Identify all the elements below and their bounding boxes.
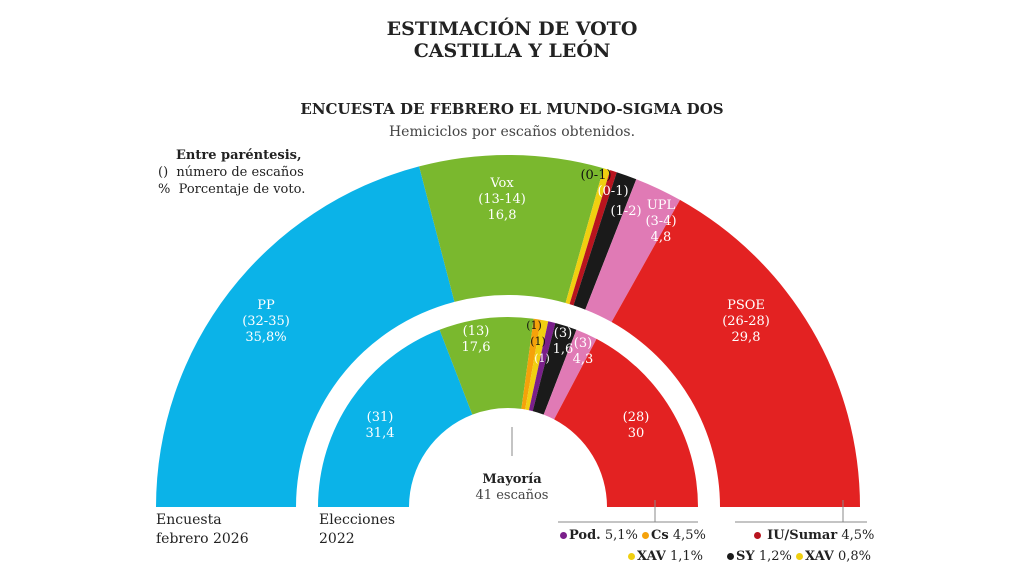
sy-dot-icon	[727, 553, 734, 560]
label-pod-2022: (1)	[534, 352, 550, 365]
seat-segment-psoe	[611, 199, 860, 507]
seat-segment-vox	[419, 155, 604, 303]
outer-ring-label: Encuesta febrero 2026	[156, 512, 249, 547]
label-sy-2026: (1-2)	[610, 204, 642, 219]
key-vote: % Porcentaje de voto.	[158, 182, 305, 197]
label-pp-2026: PP (32-35) 35,8%	[242, 298, 290, 345]
subtitle: ENCUESTA DE FEBRERO EL MUNDO-SIGMA DOS	[300, 100, 724, 118]
iu-dot-icon	[754, 532, 761, 539]
legend-2026-row1: IU/Sumar 4,5%	[754, 528, 874, 543]
legend-2022-row2: XAV 1,1%	[628, 549, 703, 564]
label-vox-2022: (13) 17,6	[461, 324, 491, 355]
cs-dot-icon	[642, 532, 650, 539]
label-xav-2026: (0-1)	[580, 168, 612, 183]
seat-segment-upl	[543, 329, 597, 420]
seat-segment-psoe	[554, 338, 698, 507]
seat-segment-sy	[532, 323, 577, 415]
inner-ring-label: Elecciones 2022	[319, 512, 396, 547]
label-pp-2022: (31) 31,4	[365, 410, 395, 441]
label-psoe-2026: PSOE (26-28) 29,8	[722, 298, 770, 345]
label-xav-2022: (1)	[530, 335, 546, 348]
seat-segment-upl	[585, 179, 680, 323]
title: ESTIMACIÓN DE VOTO	[386, 18, 638, 40]
majority-seats: 41 escaños	[475, 488, 549, 503]
label-vox-2026: Vox (13-14) 16,8	[478, 176, 526, 223]
label-sy-2022: (3) 1,6	[552, 326, 574, 357]
xav-dot-icon	[795, 553, 803, 560]
seat-segment-cs	[521, 318, 541, 410]
seat-segment-xav	[525, 319, 549, 411]
label-psoe-2022: (28) 30	[622, 410, 650, 441]
key-seats: () número de escaños	[158, 165, 304, 180]
majority-label: Mayoría	[482, 472, 542, 487]
pod-dot-icon	[560, 532, 567, 539]
label-cs-2022: (1)	[526, 319, 542, 332]
seat-segment-pp	[318, 329, 473, 507]
label-upl-2022: (3) 4,3	[572, 336, 594, 367]
seat-segment-iusumar	[569, 170, 617, 306]
seat-segment-sy	[573, 172, 637, 310]
seat-segment-pp	[156, 166, 455, 507]
key-heading: Entre paréntesis,	[176, 148, 302, 163]
key-text: Porcentaje de voto.	[178, 182, 306, 197]
seat-segment-xav	[565, 168, 611, 305]
caption: Hemiciclos por escaños obtenidos.	[388, 124, 636, 140]
title-region: CASTILLA Y LEÓN	[413, 40, 611, 62]
key-symbol: ()	[158, 165, 169, 180]
label-upl-2026: UPL (3-4) 4,8	[645, 198, 677, 245]
legend-2026-row2: SY 1,2% XAV 0,8%	[727, 549, 871, 564]
xav-dot-icon	[628, 553, 635, 560]
key-symbol: %	[158, 182, 171, 197]
legend-2022-row1: Pod. 5,1% Cs 4,5%	[560, 528, 706, 543]
key-text: número de escaños	[176, 165, 304, 180]
seat-segment-pod	[528, 321, 556, 412]
label-iu-2026: (0-1)	[597, 184, 629, 199]
seat-segment-vox	[439, 317, 534, 415]
